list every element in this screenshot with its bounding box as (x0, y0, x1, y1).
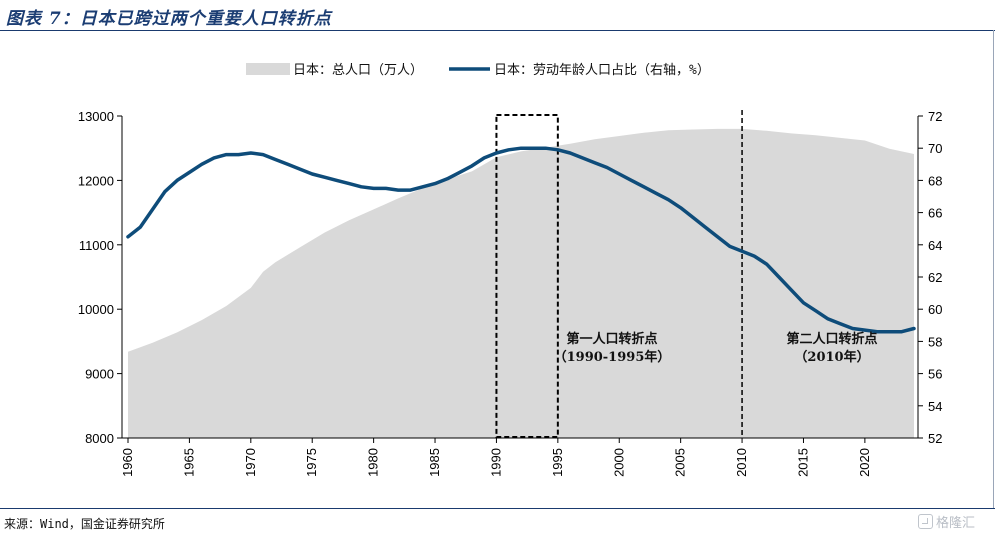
right-tick-label: 58 (928, 334, 942, 349)
right-tick-label: 56 (928, 367, 942, 382)
left-tick-label: 13000 (78, 109, 114, 124)
annotation-2-line1: 第二人口转折点 (786, 331, 877, 347)
right-tick-label: 70 (928, 141, 942, 156)
legend-swatch-population (246, 63, 290, 75)
x-tick-label: 2015 (795, 448, 810, 477)
watermark: 格隆汇 (918, 512, 975, 531)
x-tick-label: 2005 (673, 448, 688, 477)
x-tick-label: 2020 (857, 448, 872, 477)
line-layer (126, 146, 916, 334)
x-tick-label: 1995 (550, 448, 565, 477)
right-tick-label: 54 (928, 399, 942, 414)
left-tick-label: 9000 (85, 367, 114, 382)
axis-layer: 8000 9000 10000 11000 12000 13000 52 54 56 58 60 62… (78, 109, 943, 477)
x-tick-label: 1985 (427, 448, 442, 477)
x-tick-label: 1970 (243, 448, 258, 477)
right-tick-label: 60 (928, 302, 942, 317)
chart-title: 图表 7：日本已跨过两个重要人口转折点 (6, 9, 332, 29)
legend: 日本：总人口（万人） 日本：劳动年龄人口占比（右轴，%） (246, 62, 710, 78)
right-tick-label: 62 (928, 270, 942, 285)
watermark-logo-icon (918, 514, 933, 529)
legend-label-ratio: 日本：劳动年龄人口占比（右轴，%） (494, 62, 710, 78)
x-tick-label: 1980 (366, 448, 381, 477)
annotation-2-line2: （2010年） (794, 349, 869, 365)
right-tick-label: 52 (928, 431, 942, 446)
footer-divider (0, 508, 995, 509)
left-tick-label: 11000 (79, 238, 114, 253)
left-tick-label: 12000 (78, 173, 114, 188)
right-tick-label: 66 (928, 206, 942, 221)
x-tick-label: 1975 (304, 448, 319, 477)
left-tick-label: 8000 (85, 431, 114, 446)
population-area (128, 128, 914, 438)
right-tick-label: 72 (928, 109, 942, 124)
watermark-text: 格隆汇 (936, 516, 976, 531)
x-tick-label: 1965 (181, 448, 196, 477)
frame-border (993, 30, 994, 508)
annotation-1-line2: （1990-1995年） (554, 349, 671, 365)
right-tick-label: 64 (928, 238, 942, 253)
x-tick-label: 2010 (734, 448, 749, 477)
annotation-text: 第一人口转折点 （1990-1995年） 第二人口转折点 （2010年） (554, 331, 878, 365)
annotation-layer (495, 110, 743, 438)
chart-area: 8000 9000 10000 11000 12000 13000 52 54 56 58 60 62… (78, 62, 943, 477)
legend-label-population: 日本：总人口（万人） (293, 63, 423, 78)
x-tick-label: 1990 (488, 448, 503, 477)
annotation-1-line1: 第一人口转折点 (566, 331, 657, 347)
x-tick-label: 1960 (120, 448, 135, 477)
source-note: 来源：Wind，国金证券研究所 (4, 517, 165, 531)
left-tick-label: 10000 (78, 302, 114, 317)
x-tick-label: 2000 (611, 448, 626, 477)
title-bar: 图表 7：日本已跨过两个重要人口转折点 (0, 0, 995, 31)
right-tick-label: 68 (928, 173, 942, 188)
working-age-ratio-line (126, 146, 916, 334)
area-layer (128, 128, 914, 438)
